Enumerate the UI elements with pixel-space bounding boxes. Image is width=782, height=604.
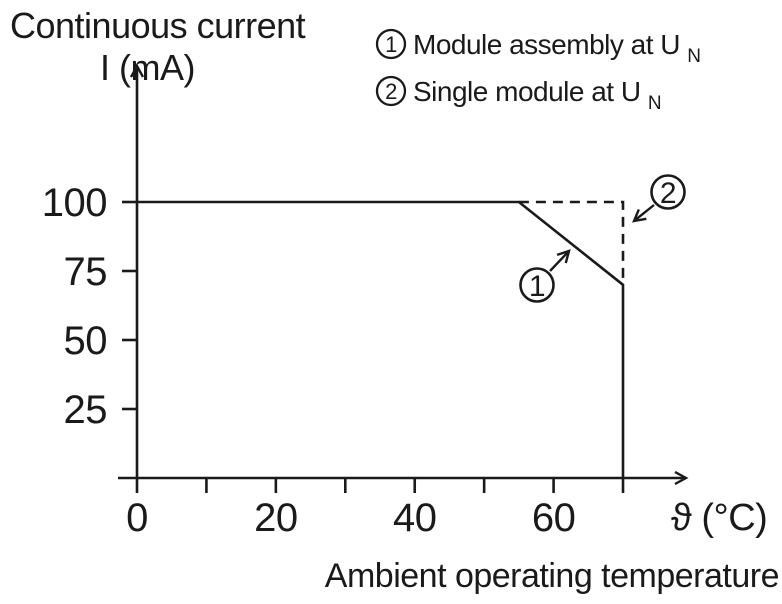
legend-item-2-circle [375,75,407,107]
x-tick-labels: 0 20 40 60 [126,496,576,540]
legend-item-1-number: 1 [385,32,397,57]
annotation-2: 2 [634,174,686,222]
y-ticks [122,200,137,411]
y-tick-label: 75 [64,250,108,294]
curve-module-assembly [137,200,625,478]
legend-item-2-number: 2 [385,79,397,104]
curve-single-module [518,200,625,285]
legend: 1 Module assembly at U N 2 Single module… [375,28,701,114]
annotation-2-arrow [634,204,655,221]
chart-title-line2: I (mA) [100,47,195,88]
x-tick-label: 60 [532,496,576,540]
x-tick-label: 20 [254,496,298,540]
annotation-2-number: 2 [660,177,676,210]
legend-item-2: 2 Single module at U N [375,75,662,114]
x-ticks [135,478,625,493]
annotation-1-arrow [549,251,569,272]
y-tick-labels: 25 50 75 100 [42,181,108,432]
legend-item-1-circle [375,28,407,60]
x-axis-caption: Ambient operating temperature [325,557,779,595]
y-tick-label: 25 [64,388,108,432]
legend-item-2-label: Single module at U N [413,76,661,114]
annotation-1-circle [519,267,555,303]
legend-item-2-subscript: N [648,93,661,114]
y-tick-label: 50 [64,319,108,363]
chart-title-line1: Continuous current [10,5,306,46]
x-axis-unit-label: ϑ (°C) [671,497,767,539]
legend-item-1-label: Module assembly at U N [413,29,701,67]
legend-item-2-text: Single module at U [413,76,641,107]
legend-item-1-subscript: N [687,46,700,67]
annotation-2-circle [650,174,686,210]
x-tick-label: 40 [393,496,437,540]
legend-item-1: 1 Module assembly at U N [375,28,701,67]
annotation-1: 1 [519,251,570,303]
annotation-1-number: 1 [529,270,545,303]
y-tick-label: 100 [42,181,107,225]
x-tick-label: 0 [126,496,148,540]
legend-item-1-text: Module assembly at U [413,29,680,60]
